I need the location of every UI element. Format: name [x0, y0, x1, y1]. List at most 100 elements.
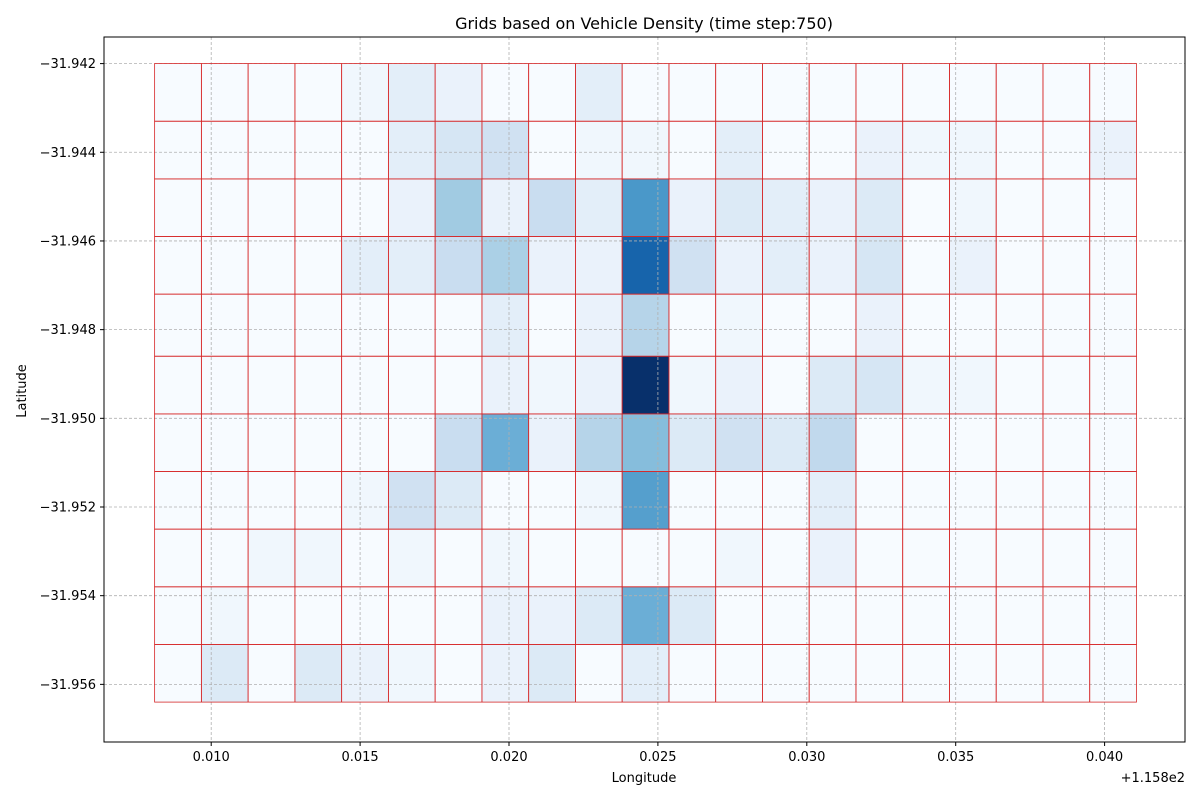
heatmap-cell	[762, 178, 810, 237]
heatmap-cell	[435, 236, 482, 295]
x-axis-ticks: 0.010 0.015 0.020 0.025 0.030 0.035 0.040	[193, 742, 1123, 765]
heatmap-cell	[294, 586, 342, 645]
heatmap-cell	[341, 356, 389, 414]
y-tick-label: −31.956	[40, 678, 96, 693]
heatmap-cell	[481, 586, 529, 645]
heatmap-cell	[435, 294, 482, 357]
heatmap-cell	[154, 63, 202, 122]
x-tick-label: 0.030	[788, 750, 825, 765]
heatmap-cell	[996, 236, 1043, 295]
heatmap-cell	[154, 236, 202, 295]
heatmap-cell	[248, 644, 295, 703]
heatmap-cell	[855, 586, 903, 645]
heatmap-cell	[435, 178, 482, 237]
heatmap-cell	[622, 178, 669, 237]
heatmap-cell	[435, 356, 482, 414]
heatmap-cell	[855, 356, 903, 414]
heatmap-cell	[809, 63, 856, 122]
heatmap-cell	[762, 413, 810, 472]
heatmap-cell	[949, 356, 997, 414]
heatmap-cell	[1089, 236, 1137, 295]
heatmap-cell	[388, 471, 436, 530]
heatmap-cell	[668, 529, 716, 587]
heatmap-cell	[435, 529, 482, 587]
heatmap-cell	[341, 236, 389, 295]
heatmap-cell	[435, 644, 482, 703]
heatmap-cell	[715, 644, 763, 703]
heatmap-cell	[528, 586, 576, 645]
heatmap-cell	[575, 644, 623, 703]
heatmap-cell	[154, 413, 202, 472]
heatmap-cell	[902, 178, 950, 237]
heatmap-cell	[668, 471, 716, 530]
heatmap-cell	[1042, 236, 1090, 295]
heatmap-cell	[154, 586, 202, 645]
heatmap-cell	[902, 121, 950, 179]
x-axis-offset-label: +1.158e2	[1121, 771, 1185, 786]
heatmap-cell	[201, 586, 249, 645]
heatmap-cell	[902, 413, 950, 472]
heatmap-cell	[809, 236, 856, 295]
heatmap-cell	[154, 356, 202, 414]
heatmap-cell	[201, 294, 249, 357]
heatmap-cell	[949, 236, 997, 295]
heatmap-cell	[575, 471, 623, 530]
heatmap-cell	[481, 471, 529, 530]
heatmap-cell	[248, 236, 295, 295]
heatmap-cell	[388, 413, 436, 472]
heatmap-cell	[528, 178, 576, 237]
heatmap-cell	[528, 413, 576, 472]
heatmap-cell	[294, 644, 342, 703]
heatmap-cell	[201, 529, 249, 587]
y-axis-label: Latitude	[15, 364, 30, 418]
heatmap-cell	[1042, 356, 1090, 414]
heatmap-cell	[248, 529, 295, 587]
heatmap-cell	[435, 121, 482, 179]
heatmap-cell	[949, 294, 997, 357]
heatmap-cell	[622, 413, 669, 472]
heatmap-cell	[1042, 529, 1090, 587]
heatmap-cell	[481, 178, 529, 237]
heatmap-cell	[809, 356, 856, 414]
heatmap-cell	[341, 644, 389, 703]
cell-border	[1089, 644, 1137, 703]
heatmap-cell	[341, 413, 389, 472]
heatmap-cell	[809, 413, 856, 472]
heatmap-cell	[855, 471, 903, 530]
heatmap-cell	[294, 356, 342, 414]
x-tick-label: 0.025	[639, 750, 676, 765]
heatmap-cell	[668, 236, 716, 295]
heatmap-cell	[341, 529, 389, 587]
heatmap-cell	[435, 471, 482, 530]
heatmap-cell	[201, 236, 249, 295]
heatmap-cell	[388, 586, 436, 645]
heatmap-cell	[481, 121, 529, 179]
heatmap-cell	[668, 63, 716, 122]
heatmap-cell	[668, 356, 716, 414]
heatmap-cell	[809, 294, 856, 357]
heatmap-cell	[715, 294, 763, 357]
heatmap-cell	[622, 356, 669, 414]
heatmap-cell	[435, 586, 482, 645]
heatmap-cell	[528, 294, 576, 357]
heatmap-cells	[154, 63, 1137, 703]
heatmap-cell	[528, 529, 576, 587]
heatmap-cell	[294, 413, 342, 472]
heatmap-cell	[996, 356, 1043, 414]
heatmap-cell	[201, 413, 249, 472]
heatmap-cell	[248, 63, 295, 122]
heatmap-cell	[1042, 413, 1090, 472]
heatmap-cell	[481, 529, 529, 587]
heatmap-cell	[154, 471, 202, 530]
heatmap-cell	[201, 63, 249, 122]
heatmap-cell	[388, 644, 436, 703]
heatmap-cell	[949, 121, 997, 179]
heatmap-cell	[1042, 121, 1090, 179]
heatmap-cell	[388, 529, 436, 587]
heatmap-cell	[481, 63, 529, 122]
heatmap-cell	[715, 356, 763, 414]
heatmap-cell	[201, 471, 249, 530]
heatmap-cell	[294, 529, 342, 587]
heatmap-cell	[855, 178, 903, 237]
y-tick-label: −31.952	[40, 501, 96, 516]
